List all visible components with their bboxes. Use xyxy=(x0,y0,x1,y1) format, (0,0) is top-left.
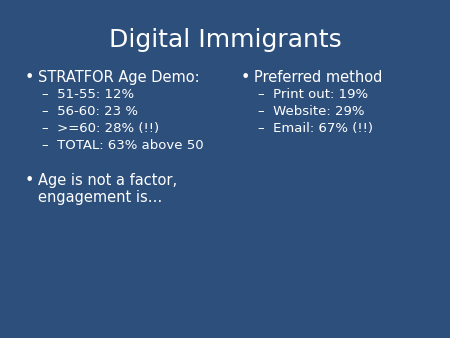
Text: •: • xyxy=(240,70,250,85)
Text: –  Print out: 19%: – Print out: 19% xyxy=(258,88,369,101)
Text: Age is not a factor,: Age is not a factor, xyxy=(39,173,178,188)
Text: –  51-55: 12%: – 51-55: 12% xyxy=(42,88,135,101)
Text: Digital Immigrants: Digital Immigrants xyxy=(108,28,342,52)
Text: Preferred method: Preferred method xyxy=(255,70,383,85)
Text: STRATFOR Age Demo:: STRATFOR Age Demo: xyxy=(39,70,200,85)
Text: –  56-60: 23 %: – 56-60: 23 % xyxy=(42,105,139,118)
Text: –  >=60: 28% (!!): – >=60: 28% (!!) xyxy=(42,122,160,135)
Text: engagement is…: engagement is… xyxy=(39,190,163,205)
Text: •: • xyxy=(24,70,34,85)
Text: •: • xyxy=(24,173,34,188)
Text: –  TOTAL: 63% above 50: – TOTAL: 63% above 50 xyxy=(42,139,204,152)
Text: –  Website: 29%: – Website: 29% xyxy=(258,105,365,118)
Text: –  Email: 67% (!!): – Email: 67% (!!) xyxy=(258,122,373,135)
